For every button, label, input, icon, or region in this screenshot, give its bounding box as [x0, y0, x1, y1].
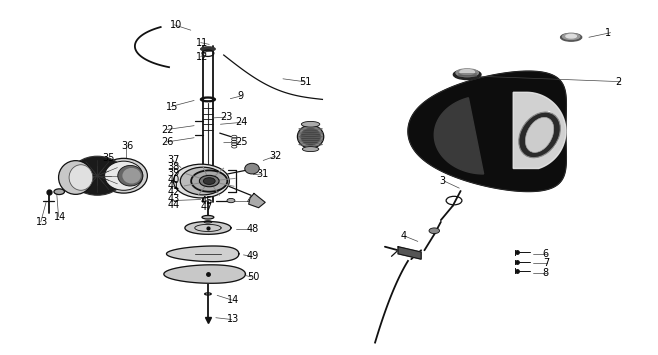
Ellipse shape [245, 163, 259, 174]
Text: 32: 32 [270, 151, 282, 161]
Ellipse shape [453, 70, 481, 80]
Text: 50: 50 [247, 272, 259, 282]
Ellipse shape [301, 121, 320, 127]
Ellipse shape [566, 34, 576, 38]
Text: 8: 8 [543, 268, 549, 278]
Ellipse shape [563, 34, 580, 39]
Ellipse shape [203, 178, 215, 185]
Ellipse shape [180, 167, 225, 195]
Text: 31: 31 [257, 169, 269, 179]
Ellipse shape [201, 47, 215, 51]
Polygon shape [249, 193, 265, 208]
Polygon shape [434, 98, 484, 174]
Text: 25: 25 [236, 137, 248, 147]
Ellipse shape [519, 112, 561, 158]
Text: 43: 43 [168, 194, 180, 204]
Ellipse shape [105, 161, 143, 190]
Polygon shape [166, 246, 239, 262]
Text: 52: 52 [308, 130, 320, 140]
Text: 12: 12 [196, 52, 209, 62]
Text: 11: 11 [196, 38, 209, 48]
Text: 34: 34 [78, 169, 90, 179]
Polygon shape [424, 96, 494, 167]
Text: 6: 6 [543, 249, 549, 259]
Text: 42: 42 [168, 187, 180, 197]
Ellipse shape [122, 168, 141, 184]
Polygon shape [513, 92, 566, 169]
Text: 49: 49 [247, 251, 259, 261]
Text: 15: 15 [166, 102, 178, 111]
Text: 47: 47 [201, 202, 213, 212]
Polygon shape [398, 247, 421, 259]
Text: 38: 38 [168, 162, 180, 172]
Text: 35: 35 [102, 153, 114, 163]
Ellipse shape [70, 156, 124, 195]
Ellipse shape [202, 215, 214, 219]
Ellipse shape [456, 69, 478, 77]
Ellipse shape [301, 128, 320, 145]
Text: 3: 3 [440, 176, 445, 186]
Polygon shape [549, 111, 559, 152]
Ellipse shape [100, 158, 147, 193]
Text: 14: 14 [54, 212, 66, 222]
Polygon shape [185, 222, 231, 234]
Text: 51: 51 [299, 77, 312, 87]
Text: 44: 44 [168, 200, 180, 210]
Ellipse shape [59, 160, 93, 195]
Text: 22: 22 [161, 125, 174, 135]
Text: 14: 14 [227, 295, 240, 305]
Text: 10: 10 [170, 20, 182, 30]
Ellipse shape [118, 165, 143, 186]
Ellipse shape [460, 70, 474, 75]
Polygon shape [164, 265, 245, 283]
Ellipse shape [69, 165, 93, 190]
Ellipse shape [199, 175, 219, 187]
Ellipse shape [302, 147, 318, 152]
Text: 46: 46 [247, 196, 259, 206]
Circle shape [54, 189, 64, 195]
Text: 1: 1 [605, 28, 611, 38]
Ellipse shape [204, 220, 212, 223]
Text: 41: 41 [168, 181, 180, 191]
Text: 48: 48 [247, 224, 259, 234]
Polygon shape [408, 71, 567, 192]
Text: 39: 39 [168, 168, 180, 178]
Circle shape [429, 228, 440, 234]
Ellipse shape [525, 118, 554, 152]
Text: 4: 4 [400, 231, 406, 241]
Ellipse shape [191, 170, 228, 192]
Text: 7: 7 [543, 258, 549, 268]
Text: 13: 13 [227, 315, 240, 324]
Text: 36: 36 [122, 141, 134, 151]
Text: 37: 37 [168, 155, 180, 165]
Ellipse shape [297, 125, 324, 148]
Circle shape [227, 198, 235, 203]
Text: 26: 26 [161, 137, 174, 147]
Ellipse shape [561, 33, 582, 41]
Text: 23: 23 [220, 112, 233, 122]
Text: 24: 24 [236, 118, 248, 127]
Text: 9: 9 [237, 91, 243, 101]
Text: 45: 45 [201, 196, 213, 206]
Ellipse shape [173, 164, 229, 198]
Text: 40: 40 [168, 175, 180, 185]
Text: 2: 2 [615, 77, 621, 87]
Text: 13: 13 [36, 217, 49, 227]
